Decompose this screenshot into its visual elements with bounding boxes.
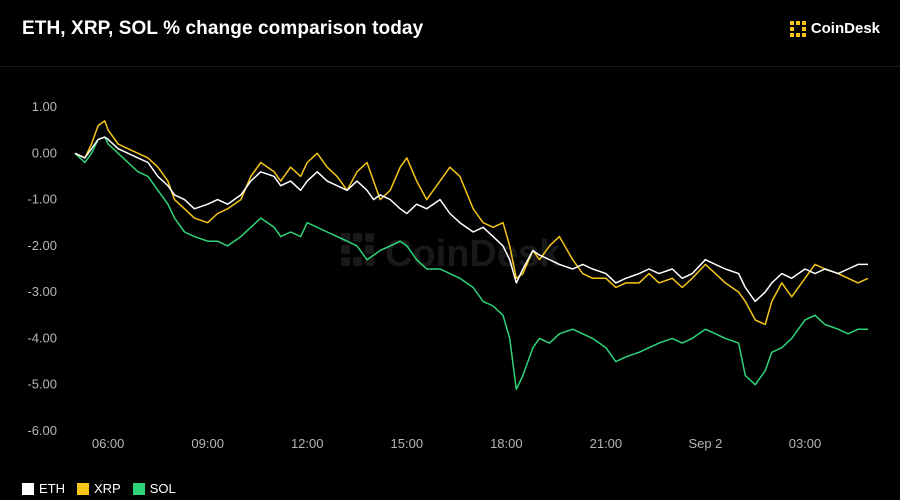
y-tick-label: 1.00 xyxy=(32,99,57,114)
legend: ETH XRP SOL xyxy=(22,481,176,496)
legend-item-eth: ETH xyxy=(22,481,65,496)
y-tick-label: -5.00 xyxy=(27,377,57,392)
y-tick-label: -6.00 xyxy=(27,423,57,438)
chart-title: ETH, XRP, SOL % change comparison today xyxy=(22,18,424,39)
coindesk-logo-icon xyxy=(789,20,806,37)
y-tick-label: -3.00 xyxy=(27,284,57,299)
series-line-eth xyxy=(74,136,868,303)
legend-swatch-eth xyxy=(22,482,34,495)
y-tick-label: -4.00 xyxy=(27,330,57,345)
y-tick-label: -1.00 xyxy=(27,192,57,207)
series-line-sol xyxy=(74,136,868,391)
brand-name: CoinDesk xyxy=(810,20,880,37)
legend-swatch-xrp xyxy=(77,482,89,495)
legend-label-eth: ETH xyxy=(39,481,65,496)
x-tick-label: 03:00 xyxy=(789,436,822,451)
legend-label-xrp: XRP xyxy=(94,481,121,496)
y-tick-label: -2.00 xyxy=(27,238,57,253)
legend-item-xrp: XRP xyxy=(77,481,121,496)
series-line-xrp xyxy=(74,120,869,326)
y-tick-label: 0.00 xyxy=(32,145,57,160)
legend-swatch-sol xyxy=(132,482,145,495)
x-tick-label: 09:00 xyxy=(191,436,224,451)
x-tick-label: 15:00 xyxy=(391,436,424,451)
brand-logo: CoinDesk xyxy=(789,20,880,37)
watermark-logo-icon xyxy=(341,233,374,266)
x-tick-label: 18:00 xyxy=(490,436,523,451)
x-tick-label: 21:00 xyxy=(590,436,623,451)
x-tick-label: 06:00 xyxy=(92,436,125,451)
watermark: CoinDesk xyxy=(341,233,561,275)
x-tick-label: Sep 2 xyxy=(688,436,722,451)
header-divider xyxy=(0,66,900,67)
legend-item-sol: SOL xyxy=(132,481,176,496)
x-tick-label: 12:00 xyxy=(291,436,324,451)
legend-label-sol: SOL xyxy=(149,481,176,496)
